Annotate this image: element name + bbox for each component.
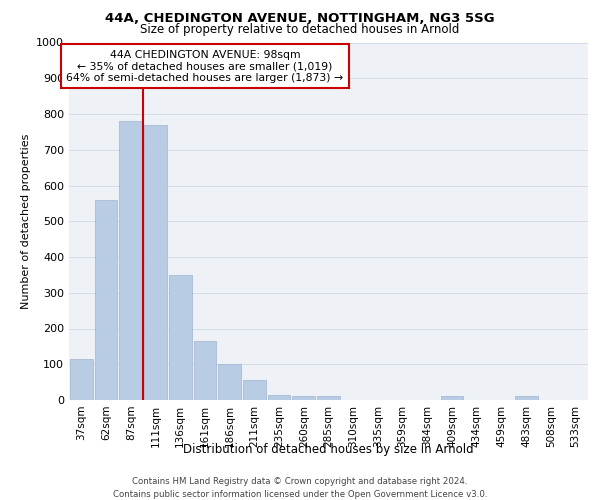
Text: Distribution of detached houses by size in Arnold: Distribution of detached houses by size …	[184, 442, 474, 456]
Bar	[144, 124, 167, 400]
Text: 44A CHEDINGTON AVENUE: 98sqm
← 35% of detached houses are smaller (1,019)
64% of: 44A CHEDINGTON AVENUE: 98sqm ← 35% of de…	[67, 50, 343, 83]
Bar	[95, 200, 118, 400]
Text: Contains HM Land Registry data © Crown copyright and database right 2024.: Contains HM Land Registry data © Crown c…	[132, 478, 468, 486]
Y-axis label: Number of detached properties: Number of detached properties	[20, 134, 31, 309]
Bar	[194, 341, 216, 400]
Bar	[243, 380, 266, 400]
Bar	[169, 275, 191, 400]
Bar	[119, 121, 142, 400]
Bar	[292, 396, 315, 400]
Text: Contains public sector information licensed under the Open Government Licence v3: Contains public sector information licen…	[113, 490, 487, 499]
Bar	[317, 396, 340, 400]
Bar	[441, 396, 463, 400]
Text: Size of property relative to detached houses in Arnold: Size of property relative to detached ho…	[140, 22, 460, 36]
Text: 44A, CHEDINGTON AVENUE, NOTTINGHAM, NG3 5SG: 44A, CHEDINGTON AVENUE, NOTTINGHAM, NG3 …	[105, 12, 495, 26]
Bar	[268, 394, 290, 400]
Bar	[70, 359, 93, 400]
Bar	[218, 364, 241, 400]
Bar	[515, 396, 538, 400]
